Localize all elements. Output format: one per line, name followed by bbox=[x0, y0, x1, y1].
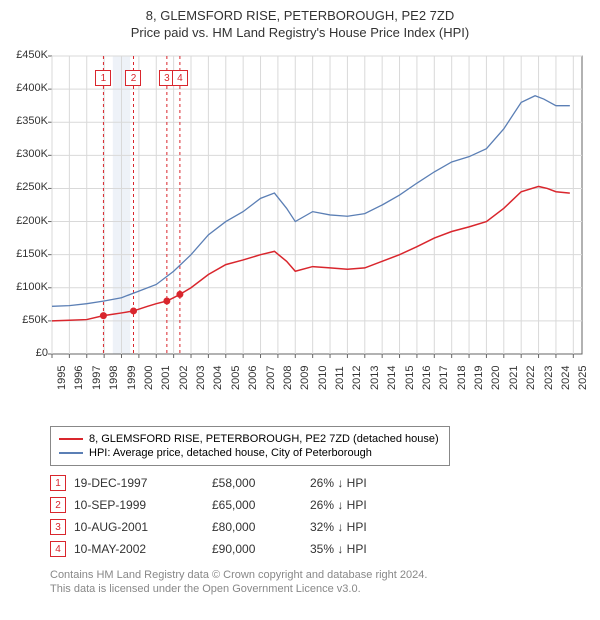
x-axis-label: 2015 bbox=[404, 366, 416, 390]
sale-row: 3 10-AUG-2001 £80,000 32% ↓ HPI bbox=[50, 516, 590, 538]
x-axis-label: 2022 bbox=[525, 366, 537, 390]
x-axis-label: 1995 bbox=[56, 366, 68, 390]
sale-row: 1 19-DEC-1997 £58,000 26% ↓ HPI bbox=[50, 472, 590, 494]
page-subtitle: Price paid vs. HM Land Registry's House … bbox=[10, 25, 590, 40]
sale-row: 4 10-MAY-2002 £90,000 35% ↓ HPI bbox=[50, 538, 590, 560]
legend: 8, GLEMSFORD RISE, PETERBOROUGH, PE2 7ZD… bbox=[50, 426, 450, 466]
legend-swatch bbox=[59, 452, 83, 454]
x-axis-label: 2013 bbox=[369, 366, 381, 390]
legend-label: 8, GLEMSFORD RISE, PETERBOROUGH, PE2 7ZD… bbox=[89, 433, 439, 445]
x-axis-label: 2004 bbox=[212, 366, 224, 390]
sale-price: £58,000 bbox=[212, 476, 302, 490]
x-axis-label: 1998 bbox=[108, 366, 120, 390]
x-axis-label: 2010 bbox=[317, 366, 329, 390]
sale-marker-box: 3 bbox=[50, 519, 66, 535]
sale-date: 10-MAY-2002 bbox=[74, 542, 204, 556]
price-chart: £0 £50K £100K £150K £200K £250K £300K £350K £400… bbox=[10, 48, 590, 418]
x-axis-label: 2005 bbox=[230, 366, 242, 390]
x-axis-label: 2018 bbox=[456, 366, 468, 390]
sale-marker-box: 1 bbox=[50, 475, 66, 491]
sale-price: £65,000 bbox=[212, 498, 302, 512]
x-axis-label: 2014 bbox=[386, 366, 398, 390]
page-title: 8, GLEMSFORD RISE, PETERBOROUGH, PE2 7ZD bbox=[10, 8, 590, 23]
x-axis-label: 2003 bbox=[195, 366, 207, 390]
y-axis-label: £0 bbox=[10, 347, 48, 359]
x-axis-label: 2009 bbox=[299, 366, 311, 390]
legend-item: 8, GLEMSFORD RISE, PETERBOROUGH, PE2 7ZD… bbox=[59, 432, 441, 446]
x-axis-label: 2016 bbox=[421, 366, 433, 390]
x-axis-label: 1996 bbox=[73, 366, 85, 390]
sale-date: 10-SEP-1999 bbox=[74, 498, 204, 512]
x-axis-label: 1997 bbox=[91, 366, 103, 390]
sales-table: 1 19-DEC-1997 £58,000 26% ↓ HPI 2 10-SEP-1999… bbox=[50, 472, 590, 560]
sale-pct: 35% ↓ HPI bbox=[310, 542, 420, 556]
y-axis-label: £400K bbox=[10, 82, 48, 94]
footer-line-2: This data is licensed under the Open Gov… bbox=[50, 582, 590, 596]
sale-pct: 26% ↓ HPI bbox=[310, 476, 420, 490]
y-axis-label: £250K bbox=[10, 181, 48, 193]
x-axis-label: 2023 bbox=[543, 366, 555, 390]
sale-row: 2 10-SEP-1999 £65,000 26% ↓ HPI bbox=[50, 494, 590, 516]
x-axis-label: 2008 bbox=[282, 366, 294, 390]
sale-date: 10-AUG-2001 bbox=[74, 520, 204, 534]
legend-item: HPI: Average price, detached house, City… bbox=[59, 446, 441, 460]
sale-pct: 26% ↓ HPI bbox=[310, 498, 420, 512]
footer-attribution: Contains HM Land Registry data © Crown c… bbox=[50, 568, 590, 597]
footer-line-1: Contains HM Land Registry data © Crown c… bbox=[50, 568, 590, 582]
x-axis-label: 2001 bbox=[160, 366, 172, 390]
x-axis-label: 2020 bbox=[490, 366, 502, 390]
y-axis-label: £350K bbox=[10, 115, 48, 127]
y-axis-label: £150K bbox=[10, 248, 48, 260]
x-axis-label: 2006 bbox=[247, 366, 259, 390]
sale-price: £80,000 bbox=[212, 520, 302, 534]
x-axis-label: 2017 bbox=[438, 366, 450, 390]
x-axis-label: 1999 bbox=[126, 366, 138, 390]
y-axis-label: £450K bbox=[10, 49, 48, 61]
x-axis-label: 2024 bbox=[560, 366, 572, 390]
sale-marker-box: 4 bbox=[50, 541, 66, 557]
x-axis-label: 2007 bbox=[265, 366, 277, 390]
sale-price: £90,000 bbox=[212, 542, 302, 556]
sale-date: 19-DEC-1997 bbox=[74, 476, 204, 490]
y-axis-label: £50K bbox=[10, 314, 48, 326]
x-axis-label: 2012 bbox=[351, 366, 363, 390]
legend-label: HPI: Average price, detached house, City… bbox=[89, 447, 372, 459]
x-axis-label: 2025 bbox=[577, 366, 589, 390]
x-axis-label: 2011 bbox=[334, 366, 346, 390]
x-axis-label: 2000 bbox=[143, 366, 155, 390]
legend-swatch bbox=[59, 438, 83, 440]
y-axis-label: £100K bbox=[10, 281, 48, 293]
y-axis-label: £300K bbox=[10, 148, 48, 160]
x-axis-label: 2021 bbox=[508, 366, 520, 390]
sale-pct: 32% ↓ HPI bbox=[310, 520, 420, 534]
x-axis-label: 2002 bbox=[178, 366, 190, 390]
y-axis-label: £200K bbox=[10, 215, 48, 227]
sale-marker-box: 2 bbox=[50, 497, 66, 513]
x-axis-label: 2019 bbox=[473, 366, 485, 390]
